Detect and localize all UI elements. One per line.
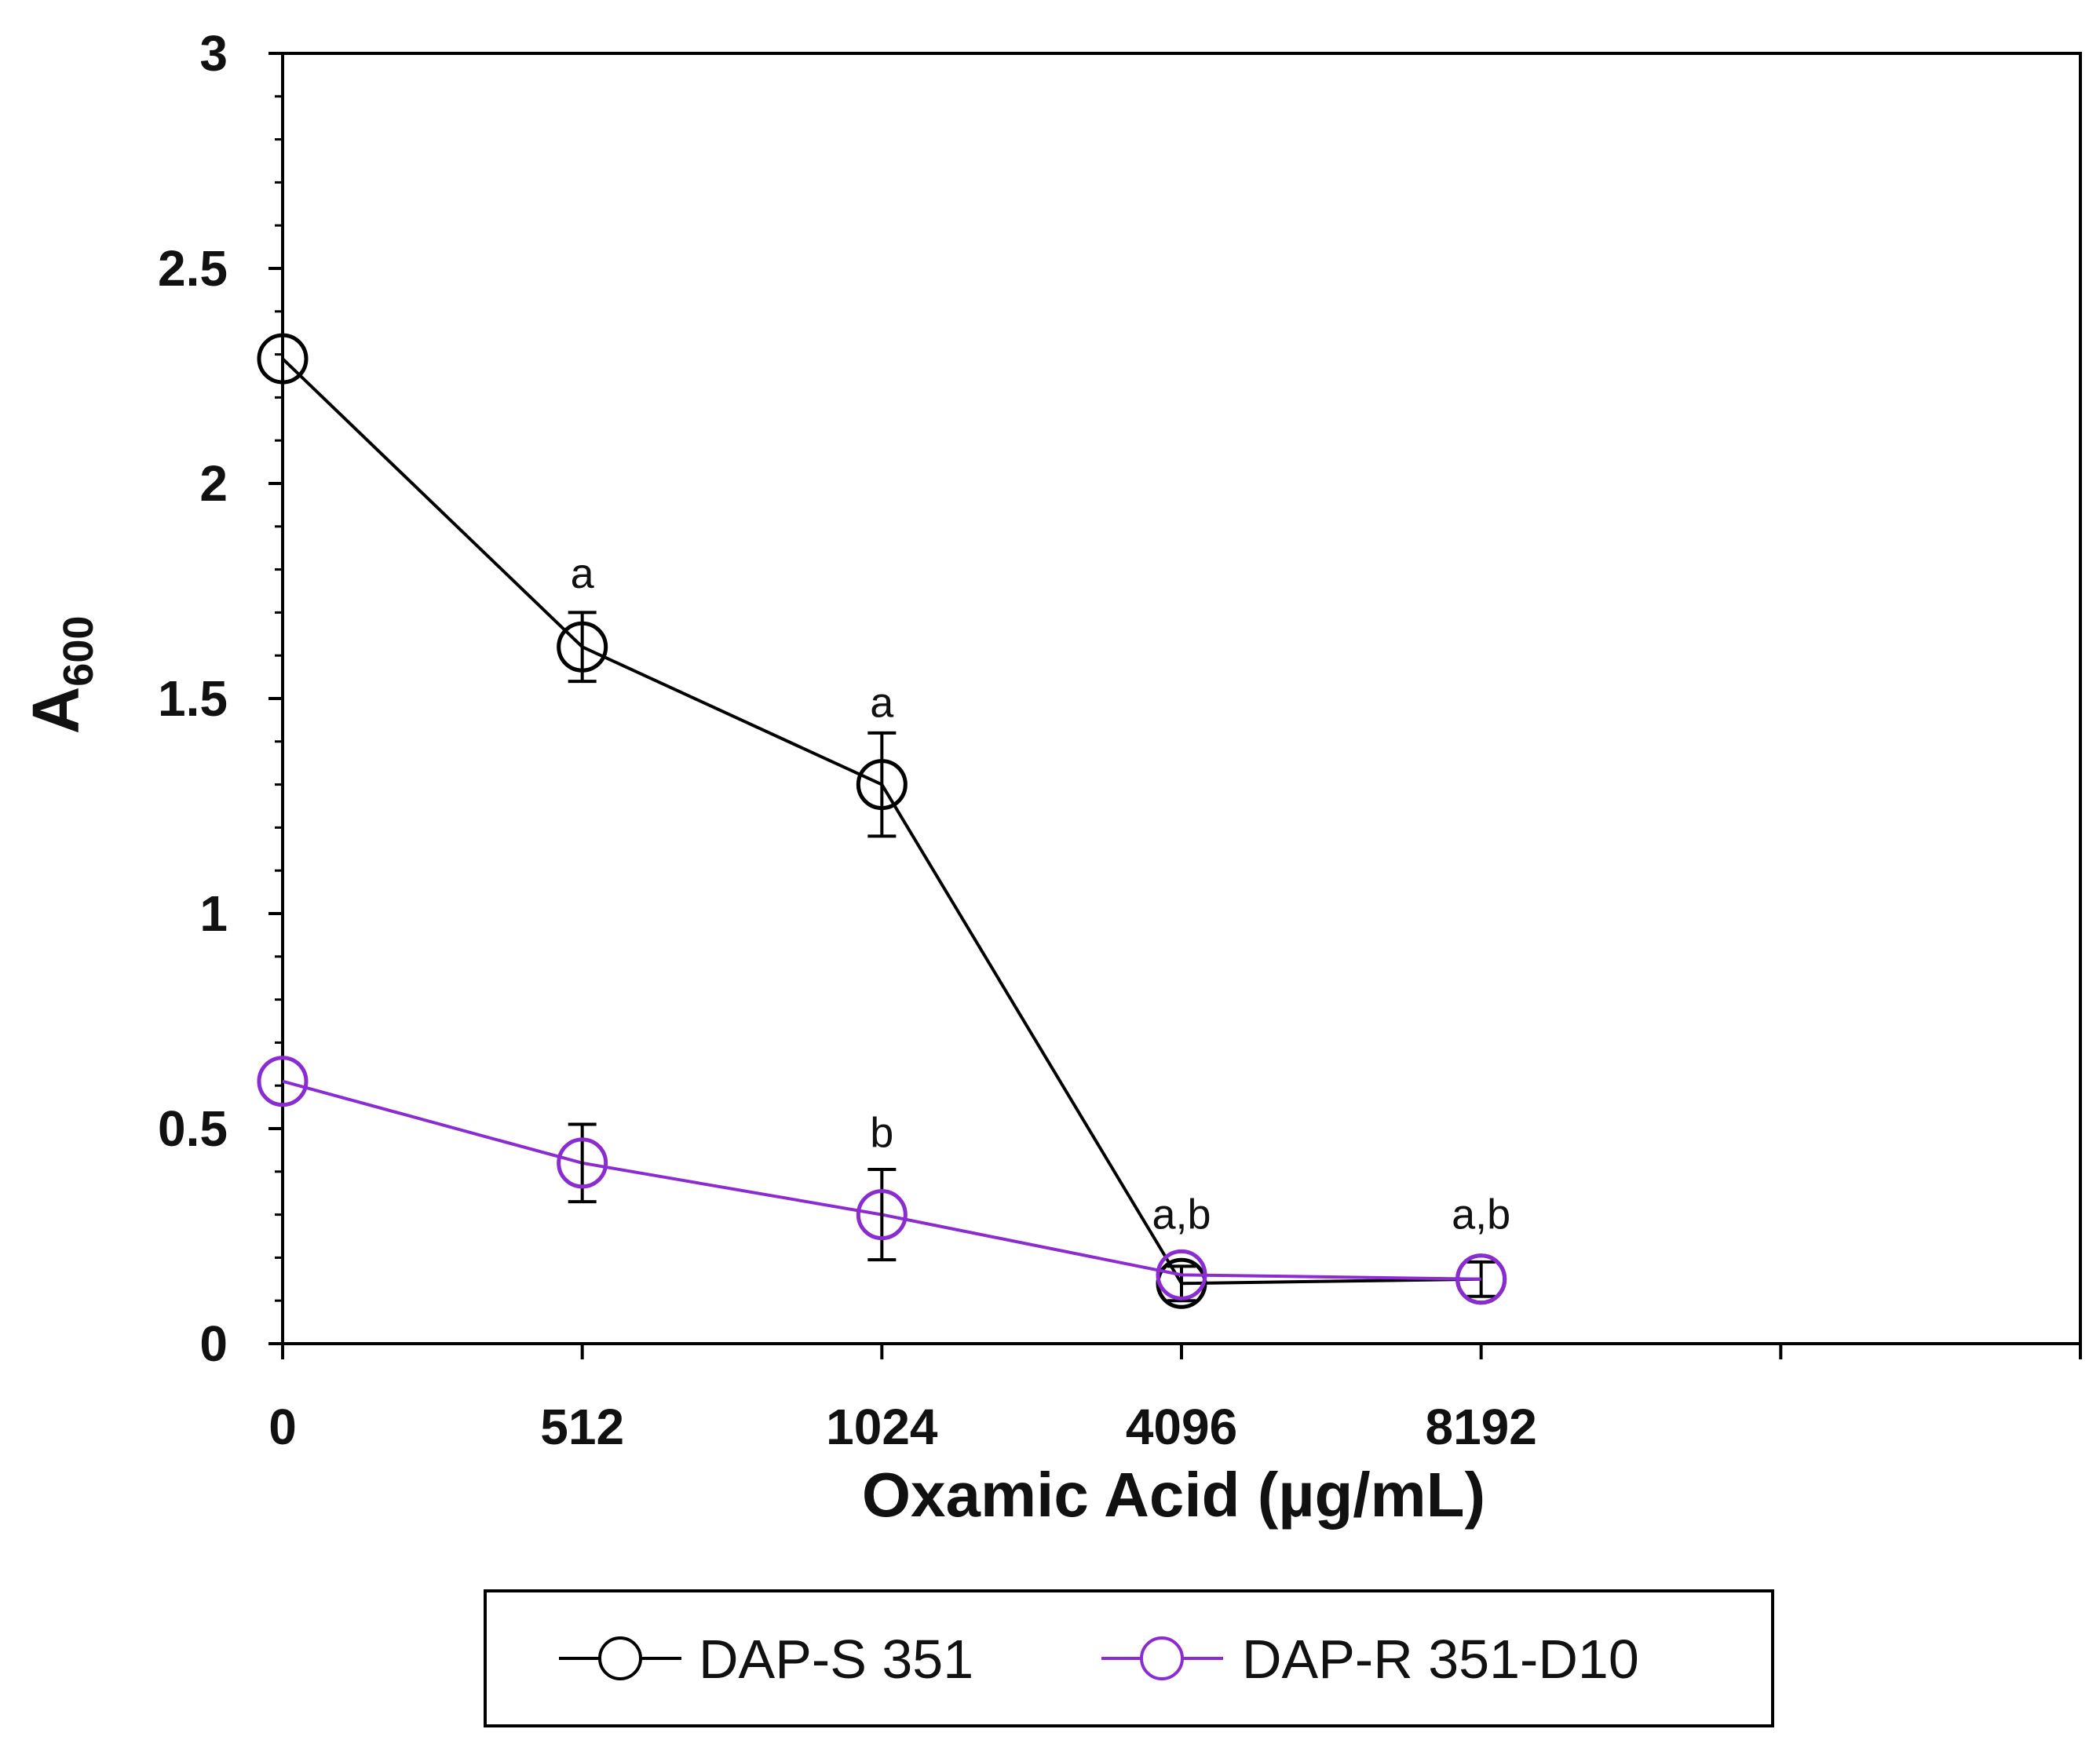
significance-label: a <box>870 679 894 726</box>
x-tick-label: 1024 <box>826 1399 938 1455</box>
data-point-dap-r-351-d10 <box>557 1137 608 1189</box>
y-axis-title-subscript: 600 <box>55 616 102 687</box>
significance-label: a,b <box>1452 1191 1510 1238</box>
y-tick-label: 1.5 <box>158 670 228 727</box>
y-tick-label: 0.5 <box>158 1100 228 1157</box>
x-tick-label: 512 <box>540 1399 624 1455</box>
plot-area <box>281 52 2082 1345</box>
data-point-dap-r-351-d10 <box>856 1189 908 1241</box>
error-bar-dap-r-351-d10 <box>867 1168 897 1262</box>
x-axis: 0 512 1024 4096 8192 <box>268 1344 2082 1455</box>
significance-label: b <box>870 1109 893 1156</box>
x-tick-label: 8192 <box>1425 1399 1536 1455</box>
series-dap-s-351 <box>257 333 1507 1309</box>
y-axis-title-main: A <box>19 687 93 735</box>
legend-label-dap-s-351: DAP-S 351 <box>699 1629 973 1690</box>
y-axis: 0 0.5 1 1.5 2 2.5 3 <box>158 25 283 1372</box>
x-tick-label: 4096 <box>1126 1399 1237 1455</box>
annotation-layer: a a b a,b a,b <box>571 550 1511 1238</box>
significance-label: a <box>571 550 595 597</box>
y-tick-label: 0 <box>199 1315 228 1372</box>
plot-frame <box>281 52 2082 1345</box>
y-axis-title: A600 <box>19 616 102 735</box>
series-layer <box>257 333 1507 1309</box>
significance-label: a,b <box>1152 1191 1211 1238</box>
legend-entry-dap-r-351-d10: DAP-R 351-D10 <box>1101 1629 1639 1690</box>
legend: DAP-S 351 DAP-R 351-D10 <box>484 1589 1774 1727</box>
y-tick-label: 3 <box>199 25 228 82</box>
error-bar-dap-s-351 <box>1167 1264 1196 1303</box>
data-point-dap-s-351 <box>557 621 608 673</box>
legend-marker-dap-r-351-d10 <box>1140 1636 1184 1680</box>
data-point-dap-s-351 <box>856 759 908 811</box>
legend-marker-dap-s-351 <box>598 1636 642 1680</box>
x-axis-title: Oxamic Acid (µg/mL) <box>862 1460 1485 1530</box>
data-point-dap-r-351-d10 <box>257 1056 309 1107</box>
legend-entry-dap-s-351: DAP-S 351 <box>559 1629 973 1690</box>
y-tick-label: 2.5 <box>158 240 228 297</box>
data-point-dap-r-351-d10 <box>1156 1249 1207 1300</box>
svg-text:A600: A600 <box>19 616 102 735</box>
data-point-dap-r-351-d10 <box>1455 1253 1507 1305</box>
y-tick-label: 1 <box>199 885 228 942</box>
legend-label-dap-r-351-d10: DAP-R 351-D10 <box>1242 1629 1639 1690</box>
x-tick-label: 0 <box>268 1399 297 1455</box>
data-point-dap-s-351 <box>257 333 309 385</box>
y-tick-label: 2 <box>199 455 228 512</box>
error-bar-dap-r-351-d10 <box>568 1122 597 1204</box>
error-bar-dap-s-351 <box>867 731 897 838</box>
series-dap-r-351-d10 <box>257 1056 1507 1305</box>
